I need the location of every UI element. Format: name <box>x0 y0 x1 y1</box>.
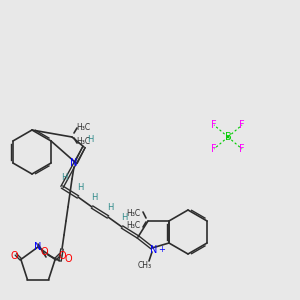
Text: H: H <box>87 134 93 143</box>
Text: H: H <box>121 214 127 223</box>
Text: H: H <box>77 184 83 193</box>
Text: N: N <box>70 158 78 168</box>
Text: +: + <box>159 245 165 254</box>
Text: H₃C: H₃C <box>76 122 90 131</box>
Text: N: N <box>150 245 158 255</box>
Text: F: F <box>239 120 245 130</box>
Text: F: F <box>239 144 245 154</box>
Text: O: O <box>58 251 66 261</box>
Text: O: O <box>64 254 72 264</box>
Text: H: H <box>107 203 113 212</box>
Text: O: O <box>10 251 18 261</box>
Text: H₃C: H₃C <box>76 136 90 146</box>
Text: H: H <box>91 194 97 202</box>
Text: H: H <box>61 173 67 182</box>
Text: H₃C: H₃C <box>126 208 140 217</box>
Text: N: N <box>34 242 42 252</box>
Text: O: O <box>40 247 48 257</box>
Text: CH₃: CH₃ <box>138 262 152 271</box>
Text: F: F <box>211 144 217 154</box>
Text: B: B <box>225 132 231 142</box>
Text: H₃C: H₃C <box>126 220 140 230</box>
Text: F: F <box>211 120 217 130</box>
